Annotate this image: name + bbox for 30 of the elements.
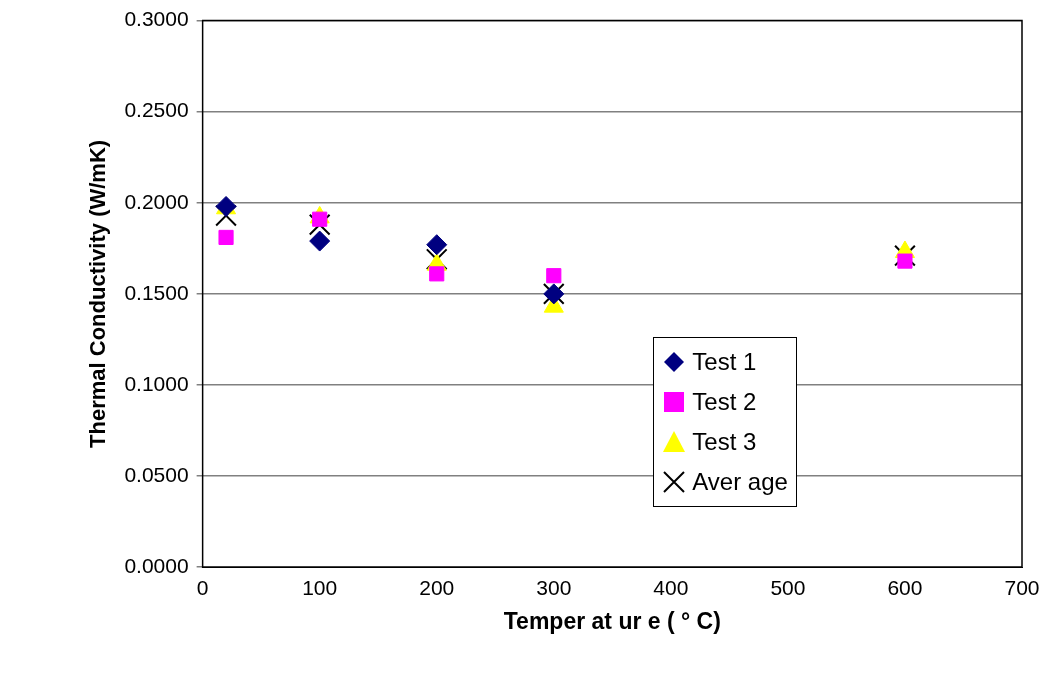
y-tick-label: 0.2500 — [124, 98, 189, 122]
point — [894, 244, 916, 267]
legend-label: Aver age — [692, 467, 788, 498]
x-tick-label: 200 — [419, 575, 455, 599]
y-tick-label: 0.3000 — [124, 7, 189, 31]
x-tick-label: 0 — [196, 575, 209, 599]
point — [426, 234, 448, 256]
x-tick-label: 700 — [1004, 575, 1040, 599]
x-tick-label: 500 — [770, 575, 806, 599]
y-tick-label: 0.0500 — [124, 462, 189, 486]
legend-label: Test 2 — [692, 387, 757, 418]
point — [897, 253, 913, 269]
point — [309, 230, 331, 252]
y-tick-label: 0.2000 — [124, 189, 189, 213]
point — [308, 213, 331, 236]
point — [429, 266, 445, 282]
x-tick-label: 100 — [302, 575, 338, 599]
point — [546, 268, 562, 284]
legend-label: Test 3 — [692, 427, 757, 458]
y-tick-label: 0.1500 — [124, 280, 189, 304]
y-axis-title: Thermal Conductivity (W/mK) — [85, 139, 111, 448]
point — [425, 248, 448, 271]
x-tick-label: 600 — [887, 575, 923, 599]
x-tick-label: 400 — [653, 575, 689, 599]
y-tick-label: 0.0000 — [124, 554, 189, 577]
legend-label: Test 1 — [692, 347, 757, 378]
y-tick-label: 0.1000 — [124, 371, 189, 395]
point — [218, 229, 234, 245]
x-axis-title: Temper at ur e ( ° C) — [503, 607, 721, 634]
x-tick-label: 300 — [536, 575, 572, 599]
